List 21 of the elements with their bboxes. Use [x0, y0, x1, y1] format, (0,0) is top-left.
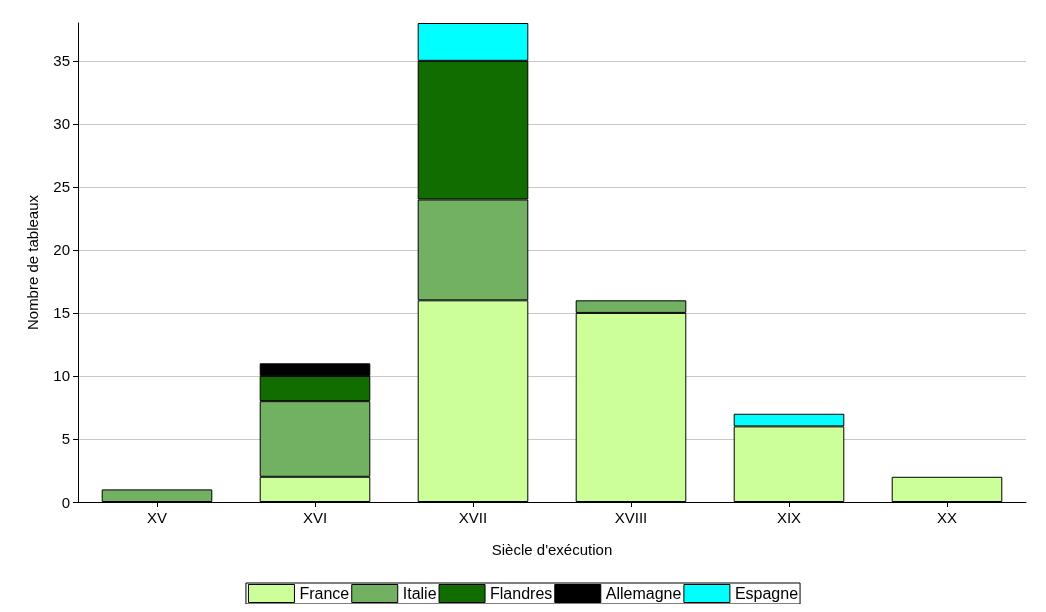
x-tick-label: XVI	[302, 509, 328, 526]
y-tick-label: 15	[53, 304, 70, 322]
x-axis-title: Siècle d'exécution	[491, 541, 613, 558]
y-tick-label: 35	[53, 52, 70, 70]
x-tick-label: XVII	[458, 509, 488, 526]
y-tick-label: 25	[53, 178, 70, 196]
legend-label: Flandres	[490, 585, 553, 602]
legend-label: Espagne	[734, 585, 799, 602]
y-tick-label: 0	[61, 493, 70, 511]
y-tick-label: 30	[53, 115, 70, 133]
x-tick-label: XX	[936, 509, 958, 526]
legend-label: France	[299, 585, 350, 602]
y-axis-title: Nombre de tableaux	[24, 194, 41, 331]
y-tick-label: 5	[61, 430, 70, 448]
x-tick-label: XV	[146, 509, 168, 526]
x-tick-label: XVIII	[614, 509, 648, 526]
legend-label: Italie	[402, 585, 437, 602]
x-tick-label: XIX	[776, 509, 802, 526]
y-tick-label: 10	[53, 367, 70, 385]
y-tick-label: 20	[53, 241, 70, 259]
legend-label: Allemagne	[605, 585, 682, 602]
